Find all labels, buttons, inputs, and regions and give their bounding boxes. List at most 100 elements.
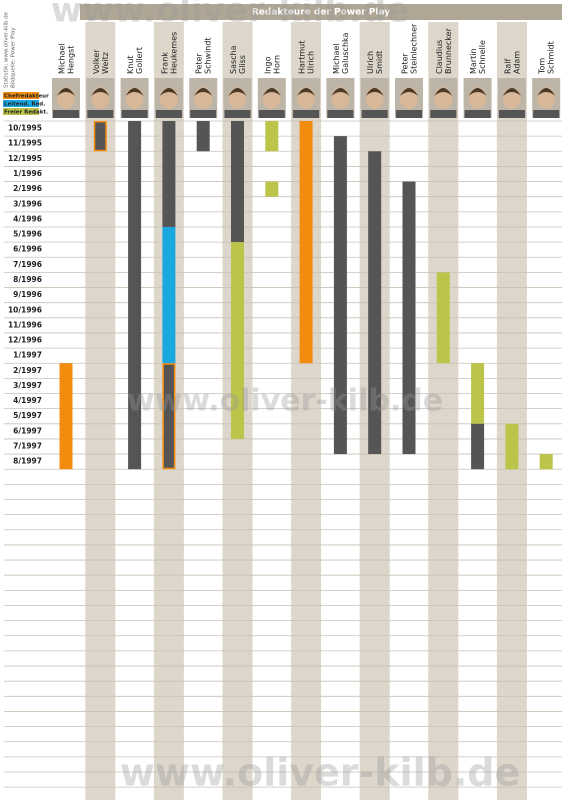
editor-name-line: Martin xyxy=(469,48,478,74)
row-label: 10/1996 xyxy=(8,305,42,314)
photo-hair xyxy=(297,88,316,96)
editor-name-line: Ralf xyxy=(503,58,512,74)
photo-shirt xyxy=(155,110,182,118)
row-label: 2/1996 xyxy=(13,184,42,193)
editor-name-line: Frank xyxy=(160,52,169,74)
photo-hair xyxy=(365,88,384,96)
photo-shirt xyxy=(258,110,285,118)
watermark: www.oliver-kilb.de xyxy=(51,0,409,31)
row-label: 1/1996 xyxy=(13,169,42,178)
row-label: 3/1997 xyxy=(13,381,42,390)
photo-shirt xyxy=(53,110,79,118)
editor-name-line: Sascha xyxy=(229,45,238,74)
photo-hair xyxy=(262,88,281,96)
row-label: 8/1996 xyxy=(13,275,42,284)
editor-name-line: Peter xyxy=(194,52,203,74)
title-bar xyxy=(80,4,562,20)
photo-hair xyxy=(400,88,418,96)
row-label: 6/1997 xyxy=(13,426,42,435)
editor-name: RalfAdam xyxy=(503,51,521,74)
editor-name-line: Brunnecker xyxy=(443,27,452,74)
watermark: www.oliver-kilb.de xyxy=(120,751,520,795)
photo-shirt xyxy=(430,110,457,118)
editor-name-line: Steinlechner xyxy=(409,23,418,74)
photo-hair xyxy=(228,88,247,96)
editor-name-line: Smidt xyxy=(375,51,384,74)
editor-name: UlrichSmidt xyxy=(366,51,384,74)
legend-label: Chefredakteur xyxy=(4,93,49,99)
photo-hair xyxy=(57,88,75,96)
editor-name-line: Hartmut xyxy=(297,41,306,74)
row-label: 5/1997 xyxy=(13,411,42,420)
editor-name-line: Tom xyxy=(537,58,546,75)
row-label: 11/1995 xyxy=(8,139,42,148)
editor-name: VolkerWeitz xyxy=(91,49,109,74)
watermark: www.oliver-kilb.de xyxy=(127,384,443,419)
photo-shirt xyxy=(327,110,354,118)
row-label: 12/1996 xyxy=(8,336,42,345)
editor-name: SaschaGliss xyxy=(229,45,247,74)
column-band xyxy=(496,22,527,800)
tenure-bar xyxy=(162,363,176,470)
legend-label: Freier Redakt. xyxy=(4,109,48,115)
editor-name: HartmutUlrich xyxy=(297,41,315,74)
tenure-bar xyxy=(59,363,73,470)
tenure-bar xyxy=(162,121,176,227)
photo-hair xyxy=(194,88,213,96)
tenure-bar xyxy=(368,151,382,455)
row-label: 6/1996 xyxy=(13,245,42,254)
editor-name-line: Gliss xyxy=(238,55,247,74)
legend-label: Leitend. Red. xyxy=(4,101,45,107)
editor-name-line: Claudius xyxy=(434,40,443,74)
tenure-bar xyxy=(436,272,450,364)
photo-shirt xyxy=(498,110,525,118)
editor-name-line: Weitz xyxy=(100,52,109,74)
tenure-bar xyxy=(539,454,553,470)
tenure-bar xyxy=(162,226,176,364)
row-label: 5/1996 xyxy=(13,230,42,239)
editor-name-line: Michael xyxy=(57,43,66,74)
photo-hair xyxy=(537,88,556,96)
legend-swatch xyxy=(3,100,39,107)
photo-hair xyxy=(502,88,521,96)
tenure-bar xyxy=(299,121,313,364)
editor-name: KnutGollert xyxy=(126,47,144,74)
editor-name-line: Schmidt xyxy=(546,41,555,74)
photo-shirt xyxy=(464,110,491,118)
editor-name-line: Adam xyxy=(512,51,521,74)
photo-shirt xyxy=(121,110,148,118)
tenure-bar xyxy=(231,242,244,439)
row-label: 4/1996 xyxy=(13,214,42,223)
tenure-bar xyxy=(333,136,347,455)
tenure-bar xyxy=(265,181,279,197)
photo-hair xyxy=(331,88,350,96)
photo-shirt xyxy=(190,110,217,118)
photo-shirt xyxy=(361,110,388,118)
editor-name-line: Knut xyxy=(126,55,135,74)
editor-name-line: Horn xyxy=(272,55,281,74)
legend-swatch xyxy=(3,108,39,115)
legend-swatch xyxy=(3,92,39,99)
editor-name: MichaelHengst xyxy=(57,43,75,74)
photo-hair xyxy=(125,88,144,96)
editor-name-line: Gollert xyxy=(135,47,144,74)
row-label: 2/1997 xyxy=(13,366,42,375)
source-note: Statistik: www.oliver-kilb.de xyxy=(4,11,10,88)
tenure-bar xyxy=(505,423,519,470)
editor-name-line: Ulrich xyxy=(306,51,315,74)
row-label: 7/1996 xyxy=(13,260,42,269)
chart-title: Redakteure der Power Play xyxy=(252,8,390,18)
editor-name-line: Galuschka xyxy=(340,32,349,74)
tenure-bar xyxy=(402,181,416,455)
photo-shirt xyxy=(533,110,560,118)
tenure-bar xyxy=(231,121,244,243)
row-label: 7/1997 xyxy=(13,442,42,451)
editor-name-line: Schnelle xyxy=(478,40,487,74)
tenure-bar xyxy=(265,121,279,152)
photo-shirt xyxy=(87,110,114,118)
row-label: 11/1996 xyxy=(8,320,42,329)
editor-name-line: Heukemes xyxy=(169,32,178,74)
photo-hair xyxy=(91,88,110,96)
editor-name-line: Schwindt xyxy=(203,37,212,74)
